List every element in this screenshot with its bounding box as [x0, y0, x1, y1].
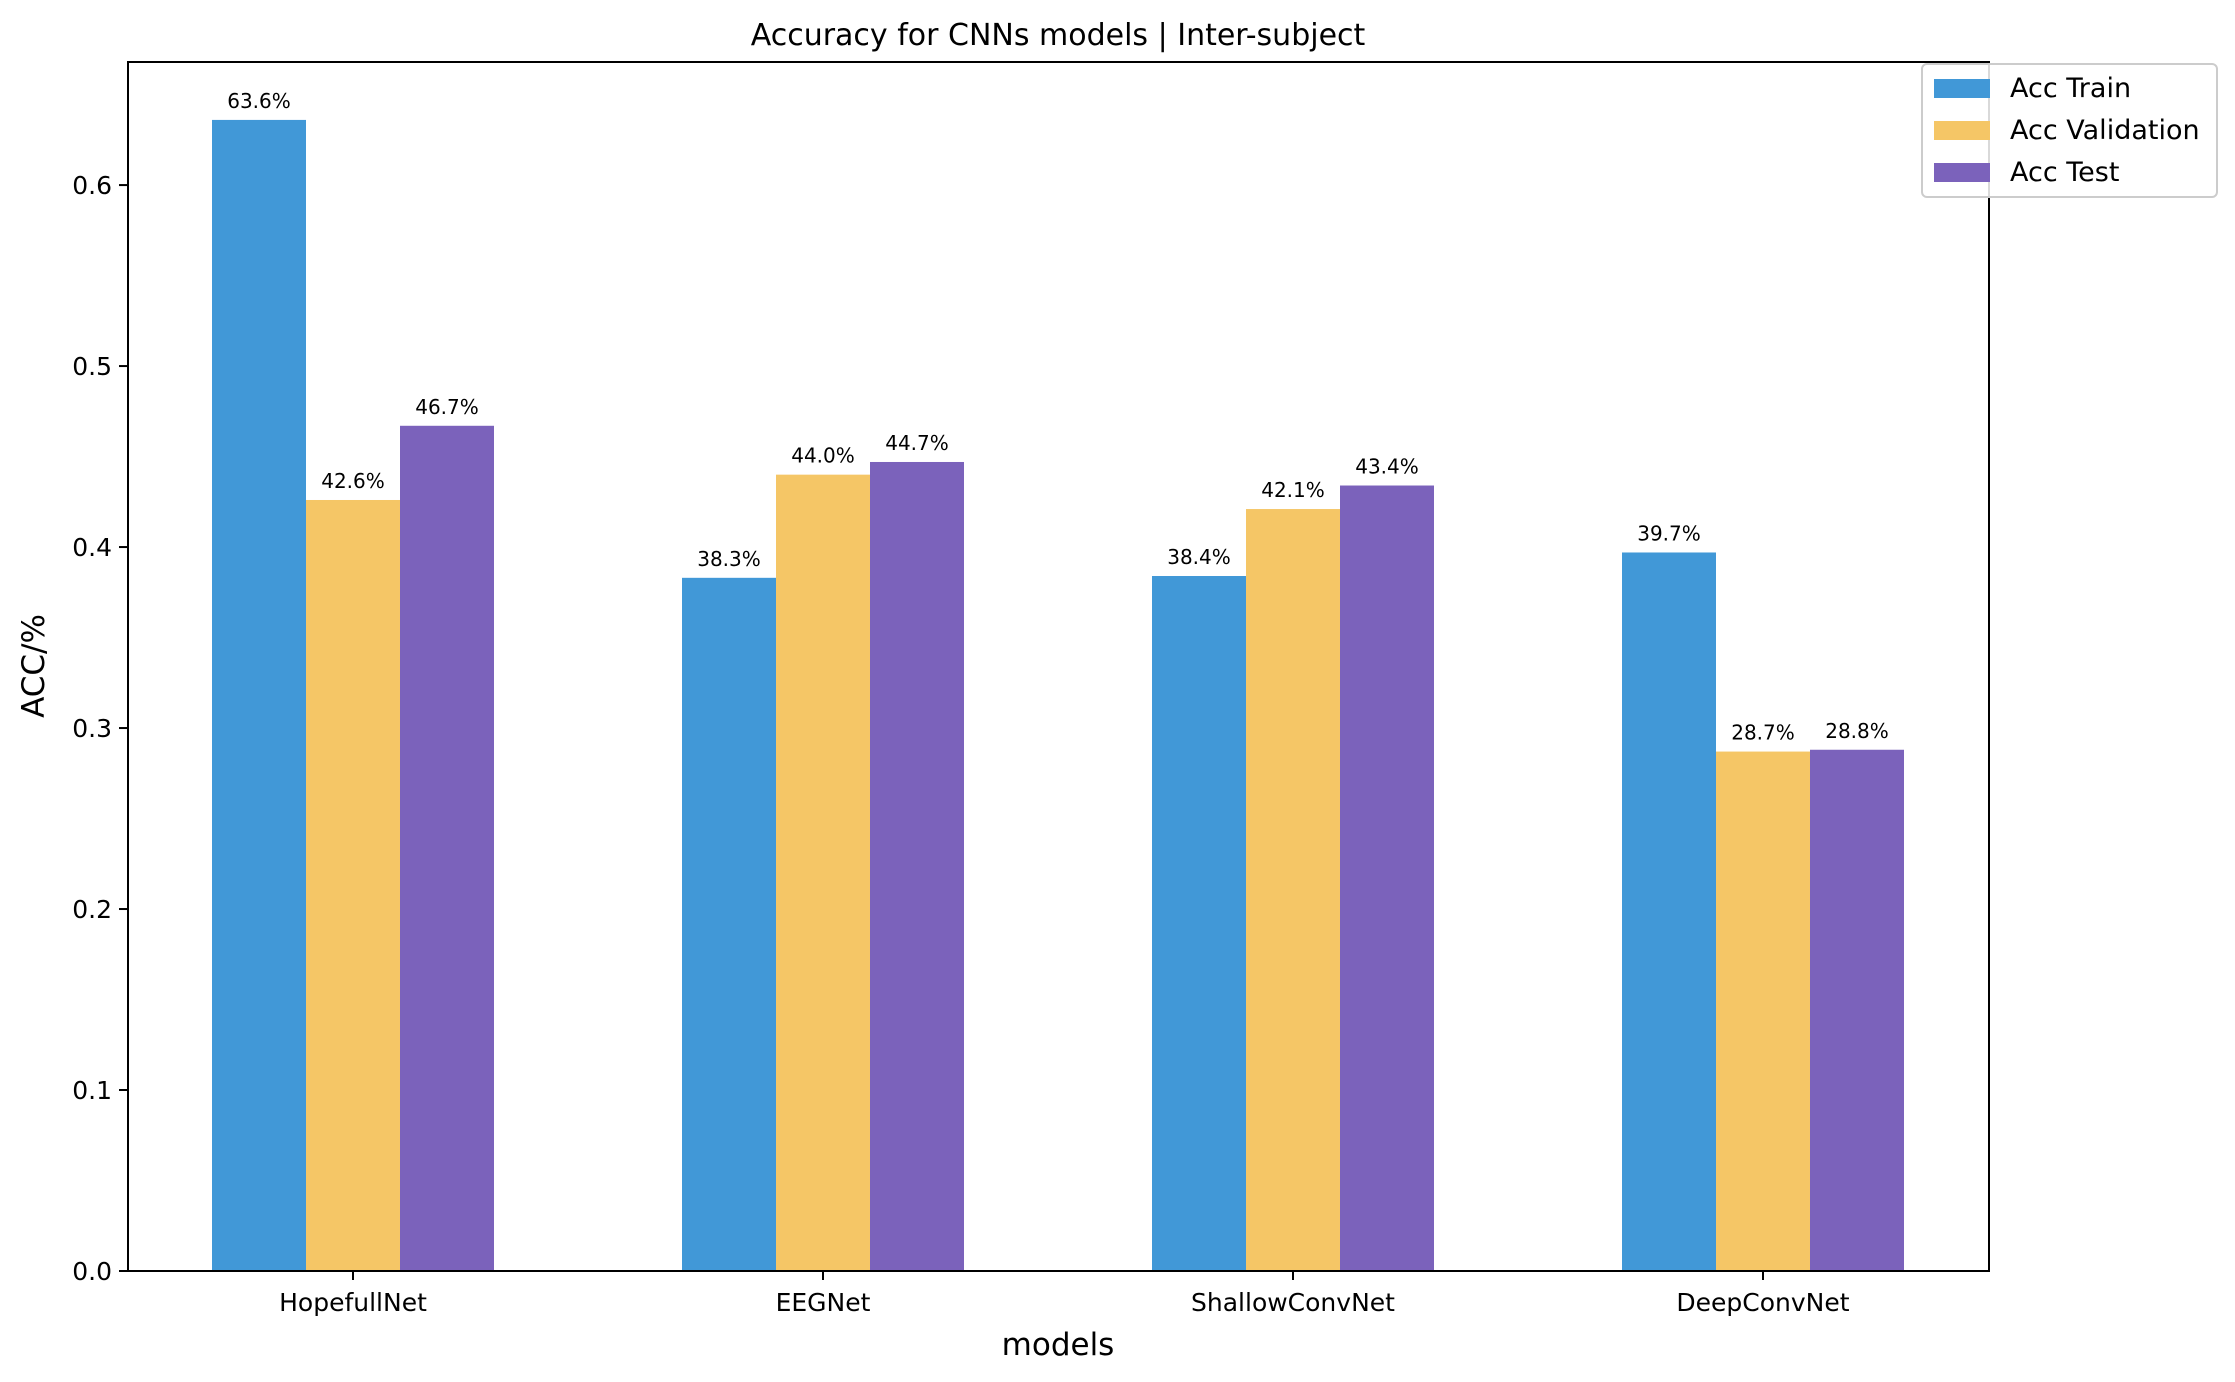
- data-label-acc-validation-eegnet: 44.0%: [791, 444, 855, 468]
- bar-acc-validation-hopefullnet: [306, 499, 400, 1271]
- bar-acc-train-shallowconvnet: [1152, 576, 1246, 1271]
- legend-swatch-acc-test: [1934, 163, 1990, 182]
- x-tick-label-deepconvnet: DeepConvNet: [1676, 1288, 1849, 1317]
- legend-frame: [1921, 63, 2218, 198]
- data-label-acc-test-hopefullnet: 46.7%: [415, 395, 479, 419]
- bars-group: [212, 119, 1904, 1272]
- data-label-acc-test-deepconvnet: 28.8%: [1825, 719, 1889, 743]
- bar-acc-test-shallowconvnet: [1340, 485, 1434, 1271]
- legend-label-acc-test: Acc Test: [2010, 157, 2119, 188]
- y-tick-label: 0.0: [72, 1257, 112, 1286]
- legend-swatch-acc-validation: [1934, 121, 1990, 140]
- data-labels-group: 63.6% 42.6% 46.7% 38.3% 44.0% 44.7% 38.4% 42.1%…: [227, 89, 1889, 745]
- chart-title: Accuracy for CNNs models | Inter-subject: [751, 18, 1366, 53]
- y-tick-label: 0.1: [72, 1076, 112, 1105]
- y-tick-label: 0.2: [72, 895, 112, 924]
- y-axis-label: ACC/%: [16, 614, 52, 718]
- data-label-acc-validation-shallowconvnet: 42.1%: [1261, 478, 1325, 502]
- bar-acc-train-deepconvnet: [1622, 552, 1716, 1271]
- bar-acc-validation-eegnet: [776, 474, 870, 1271]
- legend-label-acc-validation: Acc Validation: [2010, 115, 2200, 146]
- y-tick-label: 0.6: [72, 171, 112, 200]
- bar-acc-test-eegnet: [870, 461, 964, 1271]
- data-label-acc-train-hopefullnet: 63.6%: [227, 89, 291, 113]
- data-label-acc-train-eegnet: 38.3%: [697, 547, 761, 571]
- bar-acc-test-hopefullnet: [400, 425, 494, 1272]
- legend-swatch-acc-train: [1934, 79, 1990, 98]
- data-label-acc-test-shallowconvnet: 43.4%: [1355, 455, 1419, 479]
- y-tick-label: 0.4: [72, 533, 112, 562]
- bar-acc-validation-shallowconvnet: [1246, 509, 1340, 1271]
- legend-label-acc-train: Acc Train: [2010, 73, 2131, 104]
- x-tick-label-hopefullnet: HopefullNet: [279, 1288, 427, 1317]
- plot-frame: [127, 61, 1990, 1272]
- x-tick-label-eegnet: EEGNet: [776, 1288, 871, 1317]
- y-tick-label: 0.3: [72, 714, 112, 743]
- data-label-acc-train-shallowconvnet: 38.4%: [1167, 545, 1231, 569]
- x-axis: HopefullNet EEGNet ShallowConvNet DeepConvN…: [279, 1271, 1850, 1317]
- data-label-acc-validation-deepconvnet: 28.7%: [1731, 721, 1795, 745]
- y-tick-label: 0.5: [72, 352, 112, 381]
- data-label-acc-test-eegnet: 44.7%: [885, 431, 949, 455]
- legend: Acc Train Acc Validation Acc Test: [1921, 63, 2218, 198]
- data-label-acc-validation-hopefullnet: 42.6%: [321, 469, 385, 493]
- bar-acc-train-hopefullnet: [212, 119, 306, 1272]
- bar-acc-train-eegnet: [682, 577, 776, 1271]
- data-label-acc-train-deepconvnet: 39.7%: [1637, 521, 1701, 545]
- x-tick-label-shallowconvnet: ShallowConvNet: [1191, 1288, 1395, 1317]
- y-axis: 0.0 0.1 0.2 0.3 0.4 0.5 0.6: [72, 171, 128, 1286]
- bar-acc-validation-deepconvnet: [1716, 751, 1810, 1271]
- bar-acc-test-deepconvnet: [1810, 749, 1904, 1271]
- x-axis-label: models: [1002, 1327, 1115, 1363]
